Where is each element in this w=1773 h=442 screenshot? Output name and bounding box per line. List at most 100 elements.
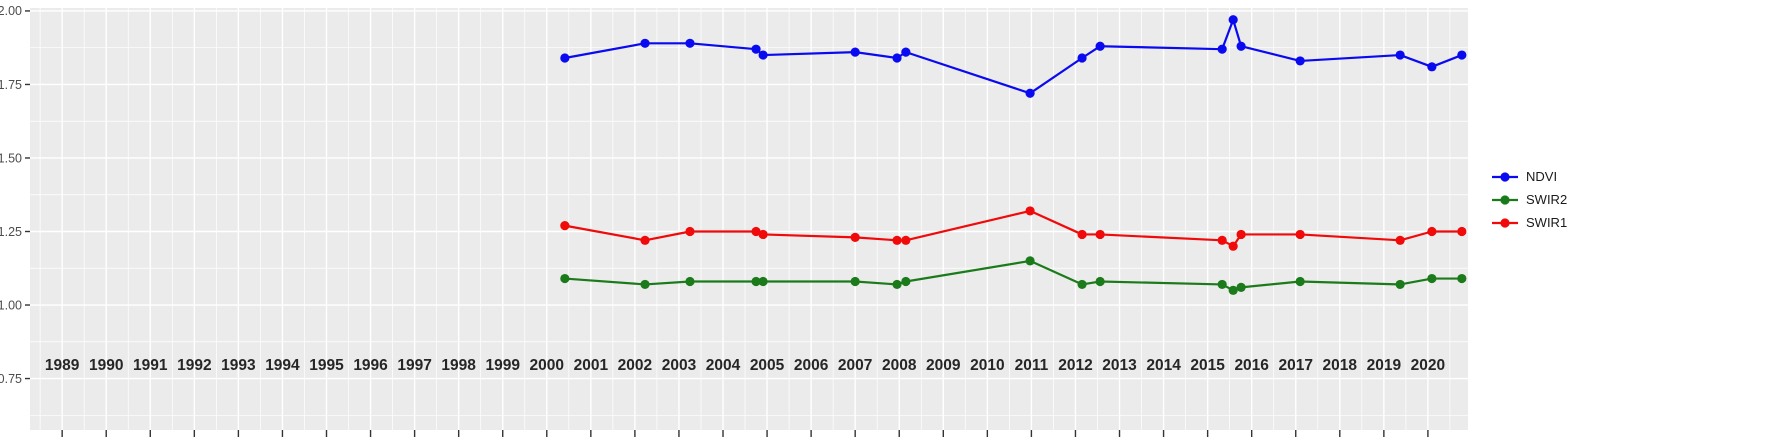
y-tick-label: 1.00 bbox=[0, 298, 22, 312]
data-point-swir1 bbox=[758, 229, 768, 240]
y-tick-label: 1.75 bbox=[0, 78, 22, 92]
data-point-swir2 bbox=[685, 276, 695, 287]
data-point-swir2 bbox=[850, 276, 860, 287]
x-tick-label: 2002 bbox=[618, 357, 652, 374]
y-tick-label: 1.50 bbox=[0, 151, 22, 165]
data-point-swir2 bbox=[892, 279, 902, 290]
data-point-ndvi bbox=[1025, 88, 1035, 98]
data-point-ndvi bbox=[1217, 44, 1227, 54]
data-point-ndvi bbox=[1395, 50, 1405, 60]
x-tick-label: 2016 bbox=[1234, 357, 1269, 374]
y-tick-label: 0.75 bbox=[0, 372, 22, 386]
data-point-ndvi bbox=[560, 53, 570, 63]
x-tick-label: 2006 bbox=[794, 357, 829, 374]
plot-panel bbox=[30, 8, 1468, 430]
legend: NDVI SWIR2 SWIR1 bbox=[1490, 166, 1567, 233]
data-point-swir2 bbox=[1025, 256, 1035, 266]
x-tick-label: 1997 bbox=[397, 357, 431, 374]
data-point-swir1 bbox=[751, 226, 761, 237]
x-tick-label: 2003 bbox=[662, 357, 697, 374]
legend-label-swir1: SWIR1 bbox=[1526, 215, 1568, 230]
data-point-swir2 bbox=[901, 276, 911, 287]
legend-label-swir2: SWIR2 bbox=[1526, 192, 1568, 207]
x-tick-label: 1990 bbox=[89, 357, 123, 374]
data-point-swir2 bbox=[751, 276, 761, 287]
x-tick-label: 2014 bbox=[1146, 357, 1181, 374]
data-point-ndvi bbox=[1295, 56, 1305, 66]
x-tick-label: 1998 bbox=[441, 357, 476, 374]
data-point-swir2 bbox=[1457, 273, 1467, 284]
data-point-swir2 bbox=[640, 279, 650, 290]
x-tick-label: 1992 bbox=[177, 357, 211, 374]
x-tick-label: 1989 bbox=[45, 357, 80, 374]
data-point-swir1 bbox=[1077, 229, 1087, 240]
data-point-ndvi bbox=[1236, 41, 1246, 51]
x-tick-label: 2010 bbox=[970, 357, 1004, 374]
data-point-swir1 bbox=[901, 235, 911, 245]
x-tick-label: 2018 bbox=[1323, 357, 1358, 374]
x-tick-label: 2008 bbox=[882, 357, 917, 374]
data-point-swir1 bbox=[560, 221, 570, 231]
data-point-ndvi bbox=[892, 53, 902, 63]
legend-item-ndvi: NDVI bbox=[1490, 166, 1567, 187]
x-tick-label: 1996 bbox=[353, 357, 388, 374]
data-point-ndvi bbox=[685, 38, 695, 48]
data-point-swir1 bbox=[1395, 235, 1405, 245]
x-tick-label: 1995 bbox=[309, 357, 344, 374]
data-point-swir1 bbox=[1427, 226, 1437, 237]
data-point-swir2 bbox=[1077, 279, 1087, 290]
data-point-swir2 bbox=[1427, 273, 1437, 284]
data-point-swir1 bbox=[1095, 229, 1105, 240]
x-tick-label: 1993 bbox=[221, 357, 256, 374]
data-point-ndvi bbox=[850, 47, 860, 57]
data-point-ndvi bbox=[1077, 53, 1087, 63]
legend-key-swir2 bbox=[1492, 194, 1518, 205]
data-point-swir2 bbox=[1236, 282, 1246, 292]
data-point-swir1 bbox=[640, 235, 650, 245]
legend-key-point bbox=[1500, 171, 1510, 182]
legend-item-swir1: SWIR1 bbox=[1490, 212, 1567, 233]
data-point-swir1 bbox=[1295, 229, 1305, 240]
data-point-swir1 bbox=[1025, 206, 1035, 216]
data-point-ndvi bbox=[1228, 15, 1238, 25]
legend-key-point bbox=[1500, 217, 1510, 228]
data-point-swir1 bbox=[892, 235, 902, 245]
legend-key-point bbox=[1500, 194, 1510, 205]
x-tick-label: 2019 bbox=[1367, 357, 1402, 374]
x-tick-label: 1999 bbox=[485, 357, 520, 374]
series-line-swir2 bbox=[563, 259, 1463, 292]
series-line-swir1 bbox=[563, 209, 1463, 248]
data-point-ndvi bbox=[751, 44, 761, 54]
data-point-swir2 bbox=[560, 273, 570, 284]
data-point-ndvi bbox=[901, 47, 911, 57]
data-point-swir1 bbox=[1457, 226, 1467, 237]
data-point-ndvi bbox=[640, 38, 650, 48]
x-tick-label: 2015 bbox=[1190, 357, 1225, 374]
legend-label-ndvi: NDVI bbox=[1526, 169, 1558, 184]
data-point-swir2 bbox=[758, 276, 768, 287]
data-point-swir2 bbox=[1395, 279, 1405, 290]
data-point-swir2 bbox=[1295, 276, 1305, 287]
data-point-ndvi bbox=[1457, 50, 1467, 60]
data-point-ndvi bbox=[1427, 62, 1437, 72]
x-tick-label: 1994 bbox=[265, 357, 300, 374]
data-point-swir1 bbox=[850, 232, 860, 242]
y-tick-label: 1.25 bbox=[0, 225, 22, 239]
legend-item-swir2: SWIR2 bbox=[1490, 189, 1567, 210]
x-tick-label: 1991 bbox=[133, 357, 168, 374]
data-point-swir2 bbox=[1217, 279, 1227, 290]
x-tick-label: 2011 bbox=[1015, 357, 1049, 374]
legend-key-ndvi bbox=[1492, 171, 1518, 182]
series-line-ndvi bbox=[563, 18, 1463, 95]
x-tick-label: 2013 bbox=[1102, 357, 1137, 374]
data-point-swir1 bbox=[685, 226, 695, 237]
data-point-ndvi bbox=[758, 50, 768, 60]
x-tick-label: 2005 bbox=[750, 357, 785, 374]
data-point-swir1 bbox=[1236, 229, 1246, 240]
x-tick-label: 2009 bbox=[926, 357, 961, 374]
x-tick-label: 2001 bbox=[574, 357, 609, 374]
y-tick-label: 2.00 bbox=[0, 4, 22, 18]
x-tick-label: 2017 bbox=[1278, 357, 1312, 374]
